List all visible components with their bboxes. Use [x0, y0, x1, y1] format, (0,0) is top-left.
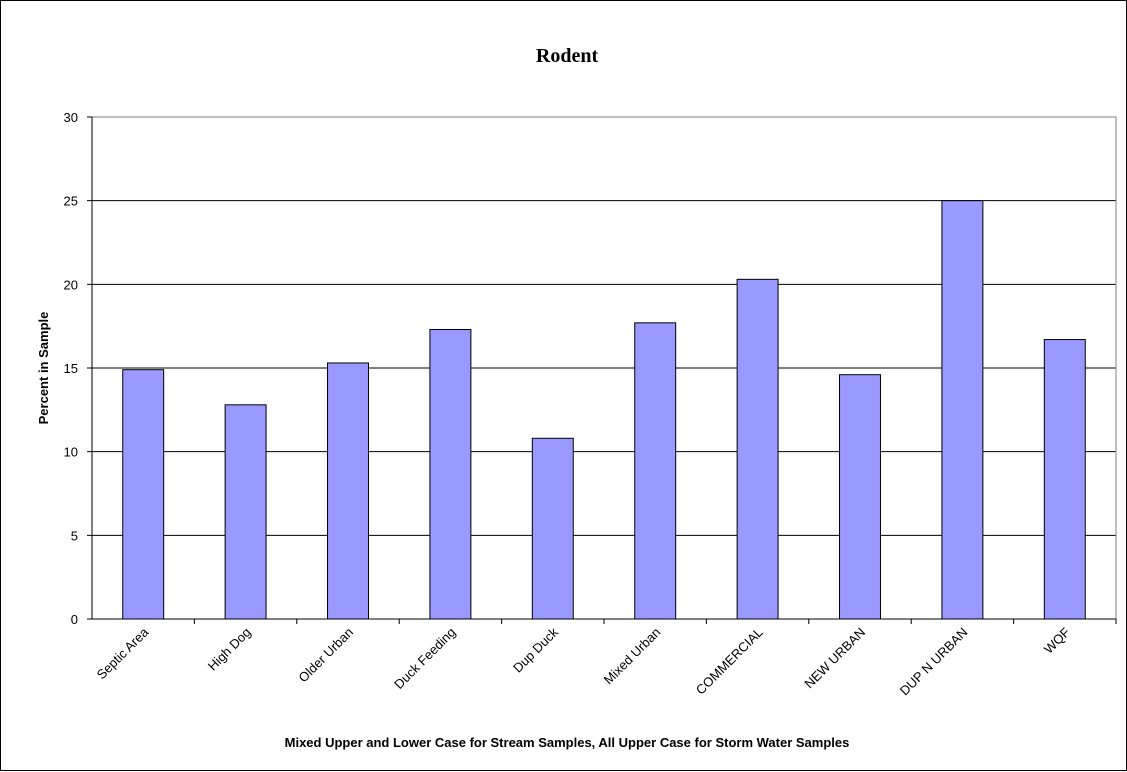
- x-tick-label: Duck Feeding: [391, 625, 458, 692]
- bar-commercial: [736, 278, 779, 620]
- x-tick-label: Dup Duck: [510, 624, 561, 675]
- x-tick-label: High Dog: [205, 625, 254, 674]
- y-axis-label: Percent in Sample: [36, 312, 51, 425]
- bar-dup-n-urban: [941, 200, 984, 620]
- bar-mixed-urban: [634, 322, 677, 620]
- y-tick-label: 15: [64, 361, 78, 376]
- x-axis: Septic Area High Dog Older Urban Duck Feedi…: [92, 618, 1117, 699]
- x-tick-label: Mixed Urban: [601, 625, 664, 688]
- y-tick-label: 0: [71, 612, 78, 627]
- bar-duck-feeding: [429, 329, 472, 620]
- chart-title: Rodent: [536, 45, 599, 67]
- x-tick-label: WQF: [1041, 624, 1073, 656]
- bar-new-urban: [839, 374, 881, 620]
- x-tick-label: DUP N URBAN: [897, 625, 971, 699]
- x-axis-label: Mixed Upper and Lower Case for Stream Sa…: [285, 735, 850, 750]
- bar-older-urban: [327, 362, 369, 620]
- y-tick-label: 30: [64, 110, 78, 125]
- y-tick-label: 10: [64, 445, 78, 460]
- x-tick-label: NEW URBAN: [801, 625, 868, 692]
- bar-wqf: [1043, 339, 1086, 620]
- bar-dup-duck: [531, 437, 574, 620]
- y-axis: 0 5 10 15 20 25 30: [64, 110, 93, 627]
- y-tick-label: 5: [71, 528, 78, 543]
- x-tick-label: Older Urban: [295, 625, 356, 686]
- x-tick-label: Septic Area: [94, 624, 152, 682]
- bar-septic-area: [122, 369, 165, 620]
- y-tick-label: 20: [64, 277, 78, 292]
- bars: [122, 200, 1086, 620]
- bar-high-dog: [224, 404, 267, 620]
- x-tick-label: COMMERCIAL: [693, 625, 766, 698]
- y-tick-label: 25: [64, 194, 78, 209]
